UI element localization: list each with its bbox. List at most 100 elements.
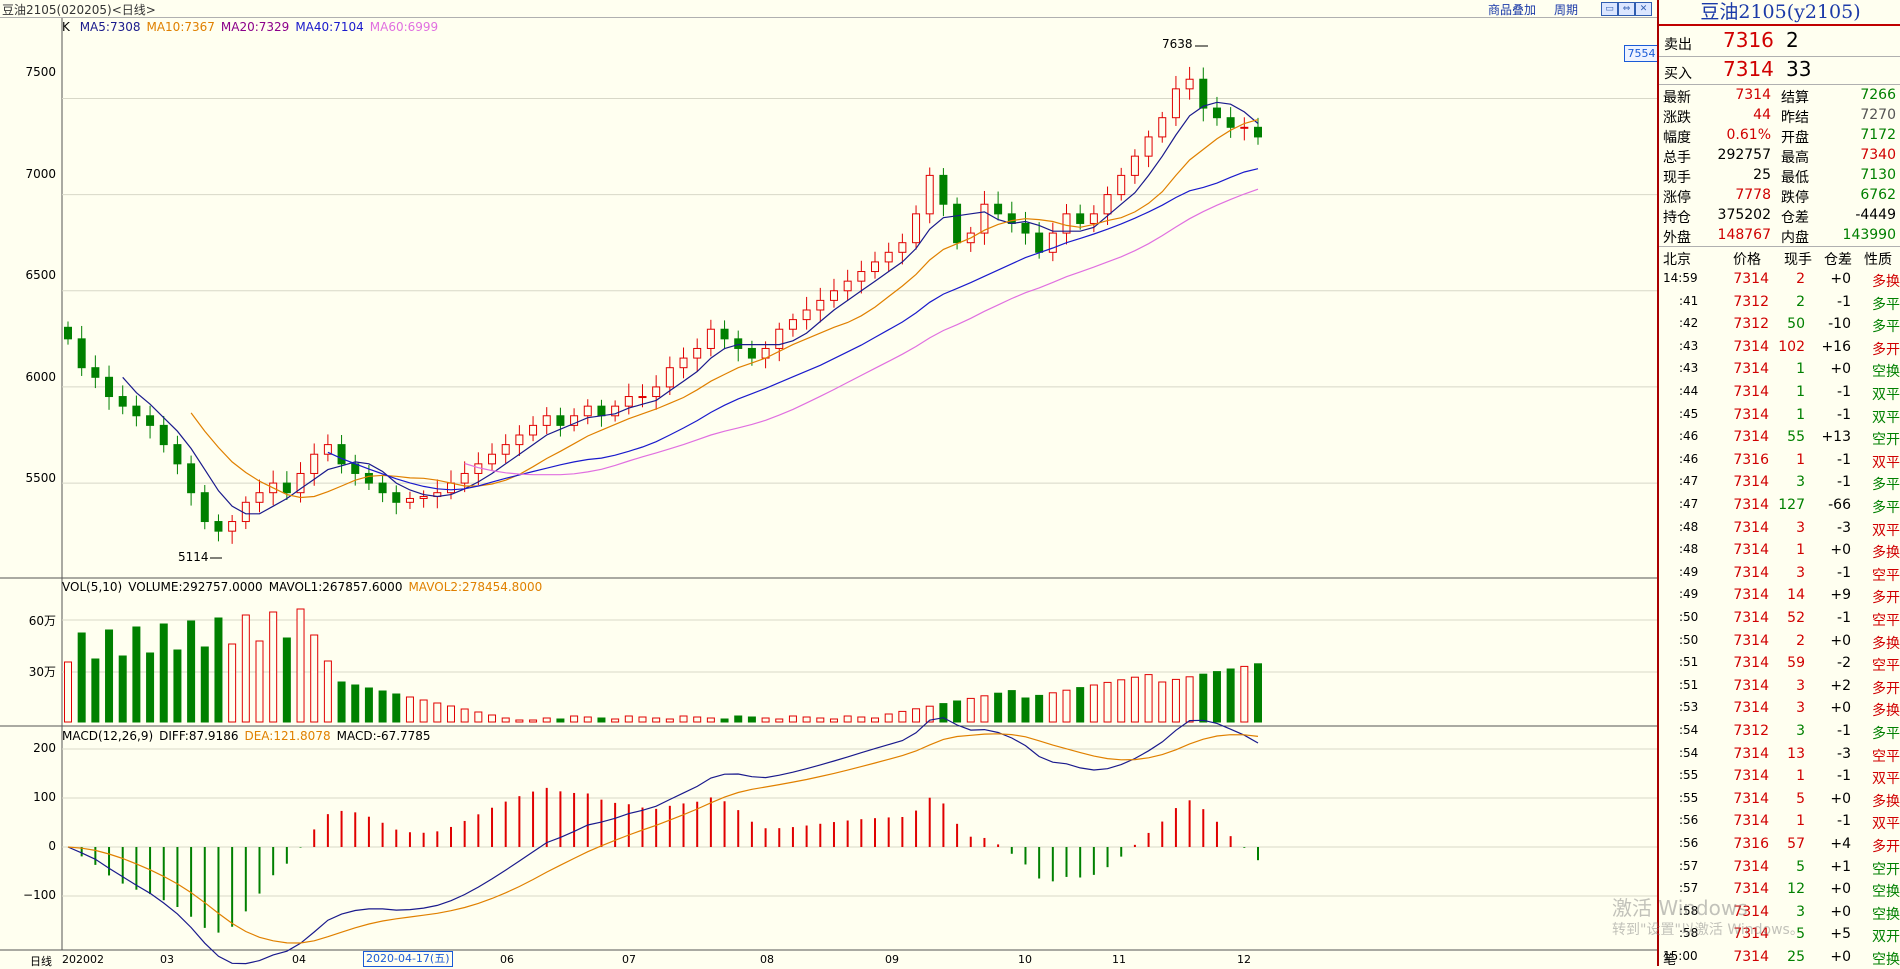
volume-bar xyxy=(665,718,674,723)
tick-cell: 7314 xyxy=(1733,542,1769,559)
stats-cell: 外盘 xyxy=(1663,230,1691,246)
tick-cell: 空开 xyxy=(1872,861,1900,878)
tick-row[interactable]: :51 7314 59 -2 空平 xyxy=(1659,653,1900,675)
tick-row[interactable]: :43 7314 1 +0 空换 xyxy=(1659,359,1900,381)
stats-cell: 6762 xyxy=(1860,187,1896,203)
tick-cell: 多开 xyxy=(1872,341,1900,358)
tick-row[interactable]: :42 7312 50 -10 多平 xyxy=(1659,314,1900,336)
volume-bar xyxy=(269,611,278,723)
stats-cell: 7172 xyxy=(1860,127,1896,143)
candle-body xyxy=(1130,155,1139,176)
tick-row[interactable]: :56 7314 1 -1 双平 xyxy=(1659,811,1900,833)
volume-bar xyxy=(255,640,264,723)
tick-cell: :54 xyxy=(1679,745,1699,760)
candle-body xyxy=(132,405,141,417)
stats-cell: 44 xyxy=(1753,107,1771,123)
tick-row[interactable]: :51 7314 3 +2 多开 xyxy=(1659,676,1900,698)
volume-bar xyxy=(966,697,975,723)
stats-cell: 0.61% xyxy=(1726,127,1771,143)
resize-icon[interactable]: ⇔ xyxy=(1618,2,1635,16)
volume-bar xyxy=(693,716,702,723)
overlay-link[interactable]: 商品叠加 xyxy=(1488,3,1537,17)
tick-cell: +1 xyxy=(1830,858,1851,875)
tick-row[interactable]: :50 7314 52 -1 空平 xyxy=(1659,608,1900,630)
tick-row[interactable]: :49 7314 14 +9 多开 xyxy=(1659,585,1900,607)
period-link[interactable]: 周期 xyxy=(1554,3,1579,17)
tick-cell: +0 xyxy=(1830,271,1851,287)
tick-row[interactable]: :58 7314 3 +0 空换 xyxy=(1659,902,1900,924)
tick-row[interactable]: 15:00 7314 25 +0 空换 xyxy=(1659,947,1900,969)
tick-row[interactable]: :44 7314 1 -1 双平 xyxy=(1659,382,1900,404)
tick-cell: 7314 xyxy=(1733,813,1769,830)
tick-cell: -1 xyxy=(1837,564,1851,581)
tick-row[interactable]: :46 7314 55 +13 空开 xyxy=(1659,427,1900,449)
tick-row[interactable]: :46 7316 1 -1 双平 xyxy=(1659,450,1900,472)
tick-row[interactable]: :45 7314 1 -1 双平 xyxy=(1659,405,1900,427)
restore-icon[interactable]: ▭ xyxy=(1601,2,1618,16)
tick-row[interactable]: :55 7314 5 +0 多换 xyxy=(1659,789,1900,811)
tick-cell: 7312 xyxy=(1733,316,1769,333)
candle-body xyxy=(105,376,114,398)
tick-row[interactable]: :54 7312 3 -1 多平 xyxy=(1659,721,1900,743)
volume-bar xyxy=(187,620,196,723)
candle-body xyxy=(570,415,579,426)
tick-cell: 3 xyxy=(1796,723,1805,739)
tick-cell: -1 xyxy=(1837,293,1851,310)
tick-cell: 7314 xyxy=(1733,926,1769,943)
tick-cell: :58 xyxy=(1679,926,1699,941)
candle-body xyxy=(1076,213,1085,224)
tick-cell: 空平 xyxy=(1872,567,1900,584)
ticks-header-time: 北京 xyxy=(1663,252,1691,268)
macd-legend-item: DIFF:87.9186 xyxy=(159,729,239,743)
tick-cell: -1 xyxy=(1837,474,1851,491)
candle-body xyxy=(296,472,305,494)
tick-cell: 2 xyxy=(1796,293,1805,310)
bid-row[interactable]: 买入 7314 33 xyxy=(1659,57,1900,85)
ask-label: 卖出 xyxy=(1664,37,1692,53)
tick-row[interactable]: :56 7316 57 +4 多开 xyxy=(1659,834,1900,856)
tick-row[interactable]: :58 7314 5 +5 双开 xyxy=(1659,924,1900,946)
tick-cell: +5 xyxy=(1830,926,1851,943)
macd-tick-0: 0 xyxy=(48,839,56,853)
tick-row[interactable]: :57 7314 12 +0 空换 xyxy=(1659,879,1900,901)
stats-cell: 涨跌 xyxy=(1663,110,1691,126)
close-icon[interactable]: ✕ xyxy=(1635,2,1652,16)
candle-body xyxy=(378,482,387,494)
tick-row[interactable]: 14:59 7314 2 +0 多换 xyxy=(1659,269,1900,291)
tick-cell: 多换 xyxy=(1872,635,1900,652)
tick-row[interactable]: :54 7314 13 -3 空平 xyxy=(1659,744,1900,766)
tick-row[interactable]: :48 7314 1 +0 多换 xyxy=(1659,540,1900,562)
tick-cell: 空开 xyxy=(1872,432,1900,449)
tick-cell: :55 xyxy=(1679,790,1699,805)
candle-body xyxy=(501,444,510,455)
tick-cell: 7314 xyxy=(1733,903,1769,920)
tick-row[interactable]: :47 7314 127 -66 多平 xyxy=(1659,495,1900,517)
volume-legend-item: VOLUME:292757.0000 xyxy=(128,580,263,594)
candle-body xyxy=(638,396,647,399)
x-label-07: 07 xyxy=(622,953,636,966)
tick-row[interactable]: :49 7314 3 -1 空平 xyxy=(1659,563,1900,585)
tick-row[interactable]: :43 7314 102 +16 多开 xyxy=(1659,337,1900,359)
panel-title: 豆油2105(y2105) xyxy=(1659,0,1900,26)
candle-body xyxy=(1062,213,1071,234)
tick-cell: 双开 xyxy=(1872,929,1900,946)
tick-row[interactable]: :41 7312 2 -1 多平 xyxy=(1659,292,1900,314)
tick-cell: 7314 xyxy=(1733,858,1769,875)
candle-body xyxy=(146,415,155,426)
tick-cell: 多换 xyxy=(1872,793,1900,810)
volume-legend-item: MAVOL2:278454.8000 xyxy=(408,580,543,594)
candle-body xyxy=(1021,222,1030,234)
tick-row[interactable]: :55 7314 1 -1 双平 xyxy=(1659,766,1900,788)
tick-row[interactable]: :53 7314 3 +0 多换 xyxy=(1659,698,1900,720)
chart-area[interactable]: 豆油2105(020205)<日线> 商品叠加 周期 ▭ ⇔ ✕ K MA5:7… xyxy=(0,0,1659,968)
tick-row[interactable]: :47 7314 3 -1 多平 xyxy=(1659,472,1900,494)
kline-chart[interactable] xyxy=(0,0,1657,966)
tick-row[interactable]: :57 7314 5 +1 空开 xyxy=(1659,857,1900,879)
tick-row[interactable]: :48 7314 3 -3 双平 xyxy=(1659,518,1900,540)
tick-cell: 多开 xyxy=(1872,590,1900,607)
candle-body xyxy=(994,203,1003,215)
candle-body xyxy=(515,434,524,446)
tick-row[interactable]: :50 7314 2 +0 多换 xyxy=(1659,631,1900,653)
candle-body xyxy=(1103,194,1112,215)
ask-row[interactable]: 卖出 7316 2 xyxy=(1659,28,1900,56)
